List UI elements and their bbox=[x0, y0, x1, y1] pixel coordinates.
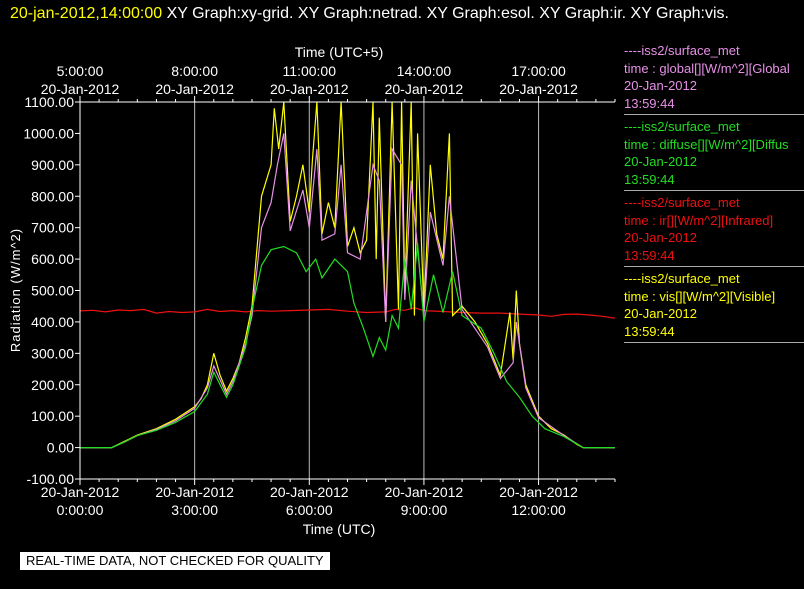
y-tick-label: 400.00 bbox=[31, 314, 74, 330]
y-tick-label: 800.00 bbox=[31, 188, 74, 204]
legend-date: 20-Jan-2012 bbox=[624, 78, 697, 93]
top-tick-label-date: 20-Jan-2012 bbox=[155, 81, 234, 97]
x-tick-label-time: 3:00:00 bbox=[171, 502, 218, 518]
x-tick-label-date: 20-Jan-2012 bbox=[41, 484, 120, 500]
y-tick-label: 500.00 bbox=[31, 283, 74, 299]
y-tick-label: 300.00 bbox=[31, 345, 74, 361]
top-tick-label-date: 20-Jan-2012 bbox=[41, 81, 120, 97]
series-line-1 bbox=[80, 102, 615, 449]
x-tick-label-date: 20-Jan-2012 bbox=[385, 484, 464, 500]
legend-source: ----iss2/surface_met bbox=[624, 119, 740, 134]
top-tick-label-date: 20-Jan-2012 bbox=[385, 81, 464, 97]
x-tick-label-time: 9:00:00 bbox=[401, 502, 448, 518]
top-tick-label-time: 17:00:00 bbox=[511, 63, 566, 79]
series-line-3 bbox=[80, 243, 615, 449]
x-tick-label-time: 12:00:00 bbox=[511, 502, 566, 518]
top-tick-label-time: 8:00:00 bbox=[171, 63, 218, 79]
y-tick-label: 600.00 bbox=[31, 251, 74, 267]
legend-source: ----iss2/surface_met bbox=[624, 195, 740, 210]
legend-source: ----iss2/surface_met bbox=[624, 271, 740, 286]
axes: -100.00 0.00 100.00 200.00 300.00 400.00 500.0… bbox=[23, 63, 616, 518]
y-tick-label: 0.00 bbox=[47, 440, 74, 456]
y-axis-label: Radiation (W/m^2) bbox=[8, 228, 23, 352]
y-tick-label: 200.00 bbox=[31, 377, 74, 393]
top-axis-label: Time (UTC+5) bbox=[295, 44, 384, 60]
legend-variable: time : diffuse[][W/m^2][Diffus bbox=[624, 136, 789, 152]
y-tick-label: 100.00 bbox=[31, 408, 74, 424]
legend-date: 20-Jan-2012 bbox=[624, 306, 697, 321]
x-tick-label-date: 20-Jan-2012 bbox=[155, 484, 234, 500]
legend-source: ----iss2/surface_met bbox=[624, 43, 740, 58]
legend-variable: time : vis[][W/m^2][Visible] bbox=[624, 288, 776, 304]
x-tick-label-time: 6:00:00 bbox=[286, 502, 333, 518]
series-line-0 bbox=[80, 307, 615, 319]
top-tick-label-time: 11:00:00 bbox=[283, 63, 337, 79]
legend-time: 13:59:44 bbox=[624, 323, 675, 339]
x-tick-label-time: 0:00:00 bbox=[57, 502, 104, 518]
x-tick-label-date: 20-Jan-2012 bbox=[270, 484, 349, 500]
top-tick-label-time: 14:00:00 bbox=[397, 63, 452, 79]
y-tick-label: -100.00 bbox=[27, 471, 75, 487]
y-tick-label: 1100.00 bbox=[24, 94, 74, 110]
y-tick-label: 700.00 bbox=[31, 220, 74, 236]
series-lines bbox=[80, 102, 615, 449]
top-tick-label-time: 5:00:00 bbox=[57, 63, 104, 79]
legend-variable: time : global[][W/m^2][Global bbox=[624, 60, 790, 76]
legend-time: 13:59:44 bbox=[624, 95, 675, 111]
x-tick-label-date: 20-Jan-2012 bbox=[499, 484, 578, 500]
window-header: 20-jan-2012,14:00:00 XY Graph:xy-grid. X… bbox=[10, 3, 800, 25]
series-line-2 bbox=[80, 133, 615, 449]
legend-time: 13:59:44 bbox=[624, 247, 675, 263]
y-tick-label: 900.00 bbox=[31, 157, 74, 173]
top-tick-label-date: 20-Jan-2012 bbox=[270, 81, 349, 97]
legend-date: 20-Jan-2012 bbox=[624, 230, 697, 245]
legend-time: 13:59:44 bbox=[624, 171, 675, 187]
legend-variable: time : ir[][W/m^2][Infrared] bbox=[624, 212, 774, 228]
quality-disclaimer: REAL-TIME DATA, NOT CHECKED FOR QUALITY bbox=[20, 552, 330, 570]
top-tick-label-date: 20-Jan-2012 bbox=[499, 81, 578, 97]
legend-date: 20-Jan-2012 bbox=[624, 154, 697, 169]
header-title: XY Graph:xy-grid. XY Graph:netrad. XY Gr… bbox=[166, 5, 729, 22]
header-timestamp: 20-jan-2012,14:00:00 bbox=[10, 5, 163, 22]
x-axis-label: Time (UTC) bbox=[303, 521, 376, 537]
y-tick-label: 1000.00 bbox=[23, 125, 74, 141]
grid-lines bbox=[194, 102, 540, 479]
